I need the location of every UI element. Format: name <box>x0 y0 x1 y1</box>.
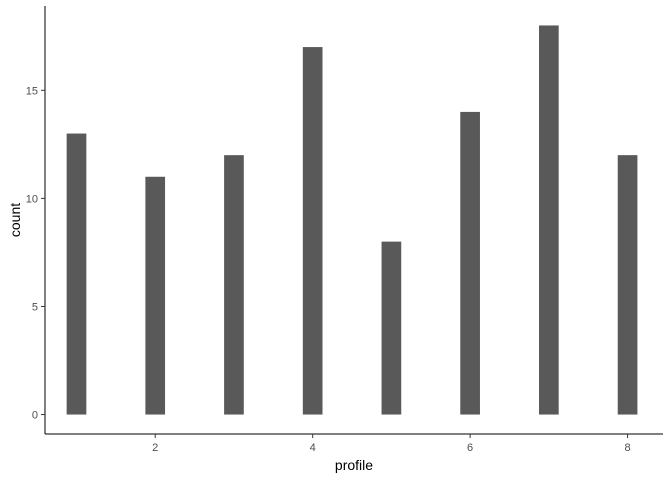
y-tick-label: 15 <box>26 85 38 97</box>
bar-profile-4 <box>302 47 323 415</box>
bar-profile-6 <box>460 111 480 415</box>
x-tick-label: 8 <box>625 442 631 454</box>
bar-profile-5 <box>381 241 402 415</box>
x-ticks-layer: 2 4 6 8 <box>152 434 631 454</box>
x-tick-label: 6 <box>467 442 473 454</box>
bar-profile-8 <box>617 155 638 415</box>
y-tick-label: 0 <box>32 410 38 422</box>
bar-profile-2 <box>145 176 166 415</box>
y-tick-label: 5 <box>32 301 38 313</box>
bar-profile-7 <box>539 25 559 415</box>
y-ticks-layer: 0 5 10 15 <box>26 85 45 422</box>
bar-profile-3 <box>224 155 244 415</box>
x-axis-title: profile <box>335 457 373 473</box>
bar-profile-1 <box>66 133 87 415</box>
y-axis-title: count <box>7 203 23 237</box>
bars-layer <box>66 25 638 415</box>
x-tick-label: 2 <box>152 442 158 454</box>
x-tick-label: 4 <box>310 442 316 454</box>
y-tick-label: 10 <box>26 193 38 205</box>
